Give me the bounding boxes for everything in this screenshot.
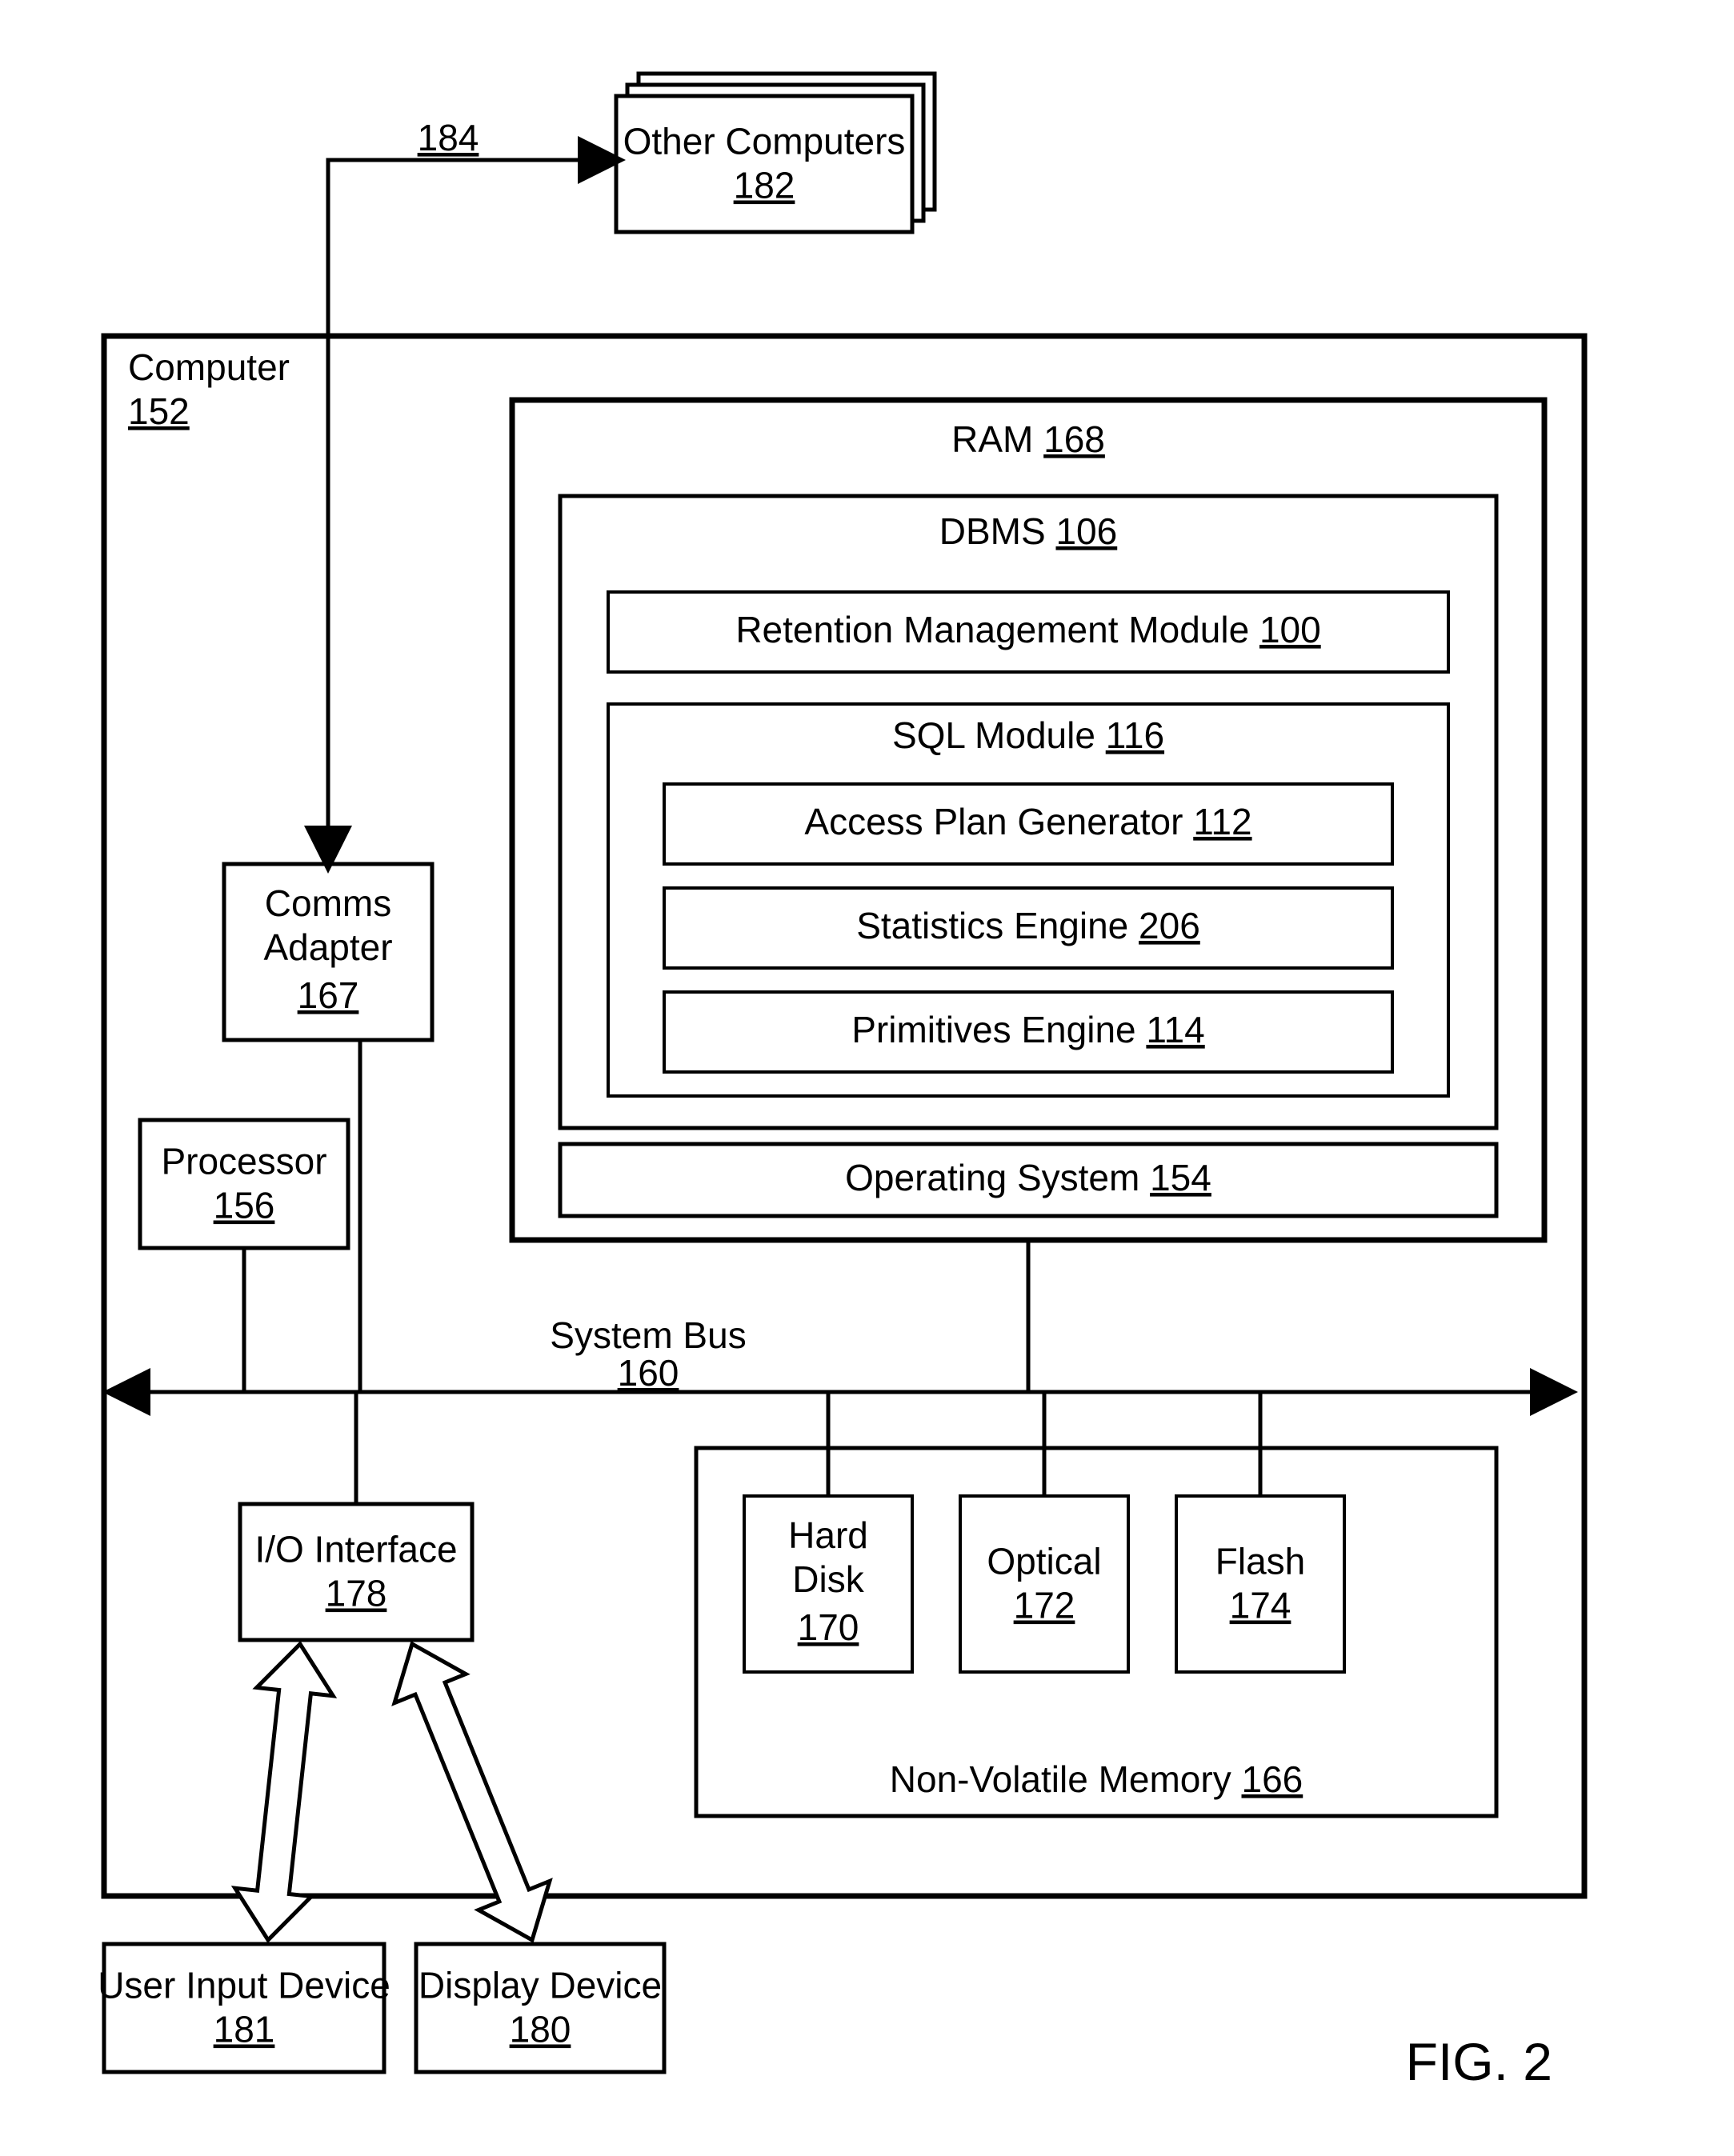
link-184 [328, 160, 616, 336]
label: SQL Module 116 [892, 714, 1164, 756]
figure-label: FIG. 2 [1406, 2032, 1552, 2091]
label: Optical [987, 1541, 1101, 1582]
label-text: Adapter [263, 926, 392, 968]
label: Other Computers [623, 121, 906, 162]
label-text: 167 [298, 974, 359, 1016]
system-bus-ref: 160 [618, 1352, 679, 1394]
ref: 180 [510, 2009, 571, 2050]
ref: 174 [1230, 1585, 1291, 1626]
link-184-label: 184 [418, 117, 479, 158]
label: RAM 168 [951, 418, 1105, 460]
label: Access Plan Generator 112 [804, 801, 1251, 842]
ref: 181 [214, 2009, 275, 2050]
ref: 156 [214, 1185, 275, 1226]
label-text: 170 [798, 1606, 859, 1648]
label: Processor [161, 1141, 326, 1182]
label-text: Hard [788, 1514, 868, 1556]
label: Flash [1215, 1541, 1305, 1582]
label: Retention Management Module 100 [735, 609, 1320, 650]
label: Operating System 154 [845, 1157, 1211, 1198]
label: Primitives Engine 114 [851, 1009, 1204, 1050]
label: Display Device [418, 1965, 662, 2006]
label-text: Comms [265, 882, 391, 924]
label: User Input Device [98, 1965, 390, 2006]
ref: 178 [326, 1573, 387, 1614]
system-bus-label: System Bus [550, 1314, 746, 1356]
label-text: Disk [792, 1558, 864, 1600]
label: DBMS 106 [939, 510, 1117, 552]
label: Computer [128, 346, 290, 388]
label: Statistics Engine 206 [856, 905, 1200, 946]
label: Non-Volatile Memory 166 [890, 1758, 1303, 1800]
label: I/O Interface [254, 1529, 457, 1570]
figure-diagram: Computer152 RAM 168 DBMS 106 Retention Mana… [0, 0, 1734, 2156]
ref: 172 [1014, 1585, 1075, 1626]
ref: 152 [128, 390, 190, 432]
ref: 182 [734, 165, 795, 206]
